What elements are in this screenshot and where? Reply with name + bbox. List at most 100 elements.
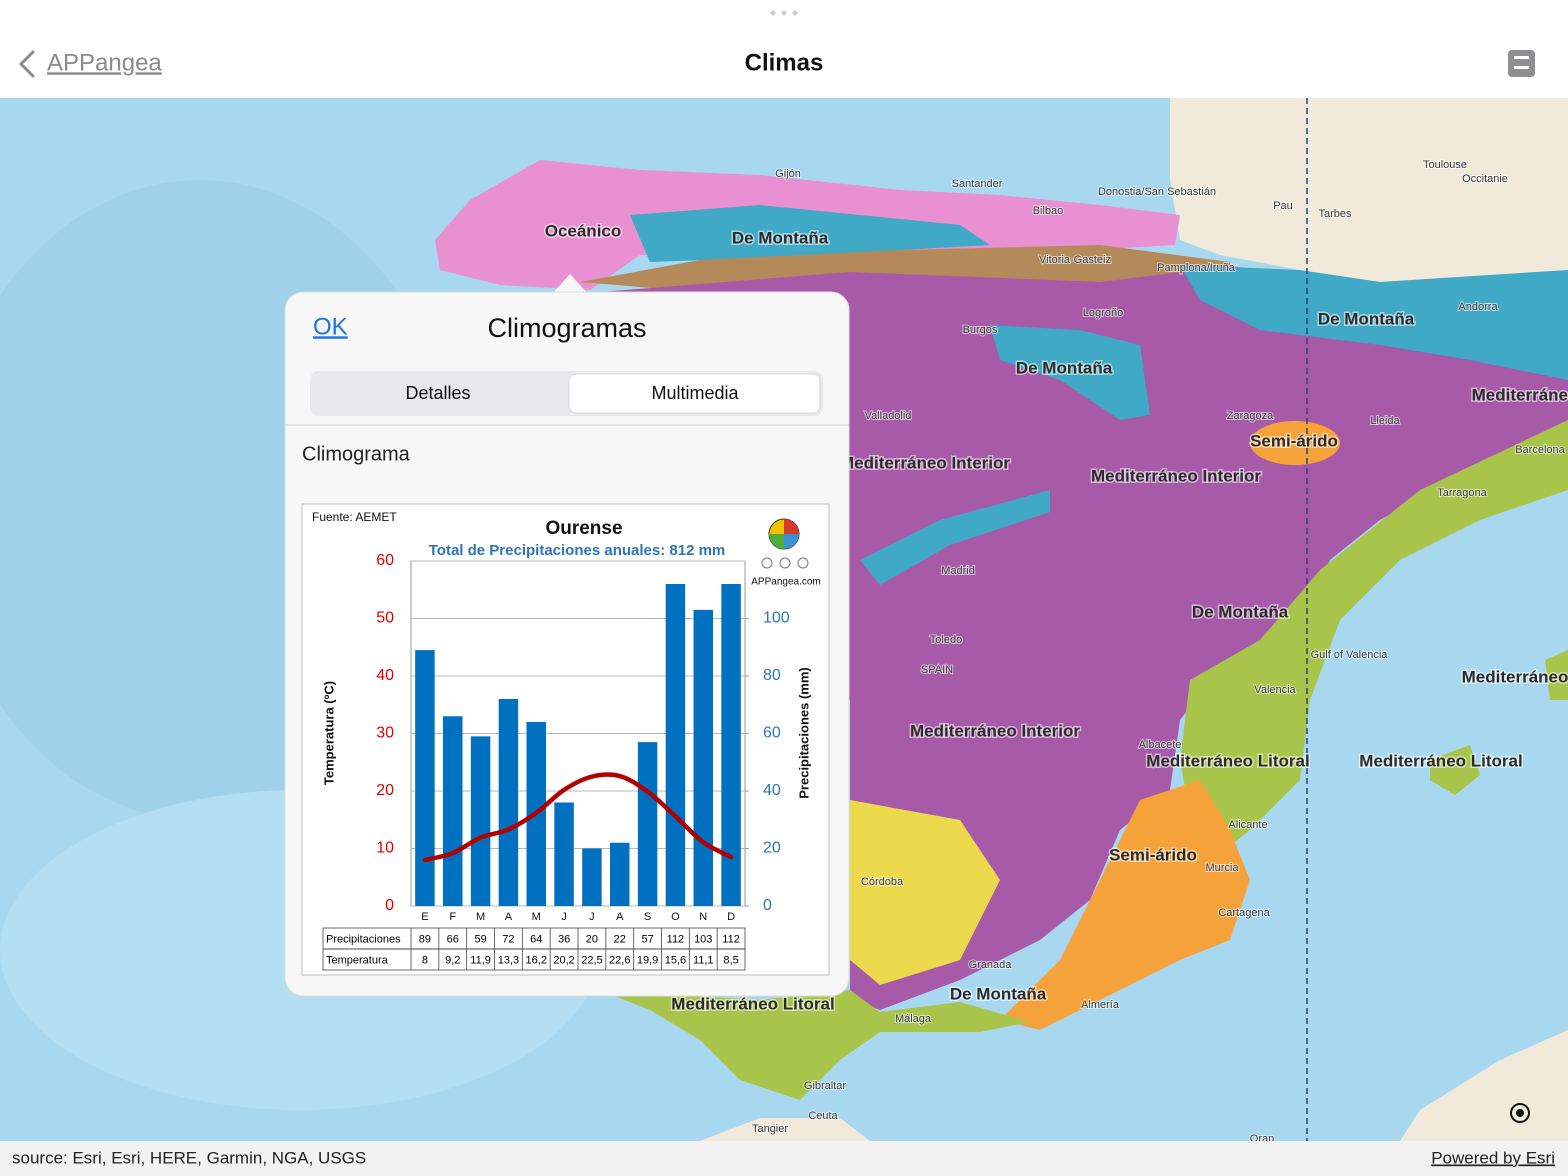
bar xyxy=(554,802,574,906)
dot xyxy=(770,10,776,16)
back-chevron xyxy=(19,50,35,78)
city-label: Vitoria-Gasteiz xyxy=(1039,254,1111,266)
table-cell: 57 xyxy=(641,933,653,945)
zone-mediterraneo-litoral xyxy=(600,990,1030,1100)
y2-tick-label: 80 xyxy=(763,667,781,684)
city-label: Valladolid xyxy=(865,410,912,422)
chart-title: Ourense xyxy=(545,518,622,539)
city-label: Bilbao xyxy=(1033,205,1064,217)
zone-balearic xyxy=(1545,650,1568,700)
zone-montana xyxy=(990,325,1150,420)
region-label: Mediterráneo Litoral xyxy=(671,994,834,1013)
legend-button[interactable] xyxy=(1508,50,1535,77)
city-label: Gijón xyxy=(775,168,801,180)
powered-by[interactable]: Powered by Esri xyxy=(1431,1148,1555,1167)
table-cell: 103 xyxy=(694,933,712,945)
x-tick-label: F xyxy=(449,911,456,923)
table-cell: 64 xyxy=(530,933,542,945)
bar xyxy=(637,742,658,906)
locate-button[interactable] xyxy=(1510,1103,1530,1123)
city-label: Burgos xyxy=(963,324,998,336)
dot xyxy=(792,10,798,16)
y-tick-label: 20 xyxy=(376,782,394,799)
y2-axis-label: Precipitaciones (mm) xyxy=(796,667,811,799)
city-label: Donostia/San Sebastián xyxy=(1098,186,1216,198)
bar xyxy=(582,848,602,906)
bar xyxy=(498,699,519,906)
table-cell: 89 xyxy=(419,933,431,945)
locate-dot xyxy=(1516,1109,1524,1117)
y2-tick-label: 40 xyxy=(763,782,781,799)
table-row-label: Temperatura xyxy=(326,954,389,966)
table-cell: 11,9 xyxy=(470,954,491,966)
cc-icon xyxy=(797,557,809,569)
zone-montana xyxy=(630,205,990,262)
table-cell: 15,6 xyxy=(665,954,686,966)
region-label: De Montaña xyxy=(1016,358,1113,377)
locate-ring xyxy=(1510,1103,1530,1123)
cc-icon xyxy=(761,557,773,569)
logo-piece xyxy=(784,534,799,549)
tab[interactable]: Multimedia xyxy=(651,383,739,403)
y-tick-label: 30 xyxy=(376,725,394,742)
y-tick-label: 60 xyxy=(376,552,394,569)
back-button[interactable]: APPangea xyxy=(19,49,162,78)
region-label: Mediterráneo xyxy=(1462,667,1568,686)
line xyxy=(422,772,734,863)
zone-montana xyxy=(860,490,1050,585)
zone-transition xyxy=(580,245,1230,292)
bar xyxy=(443,716,463,906)
region-label: Semi-árido xyxy=(1109,845,1197,864)
y-tick-label: 10 xyxy=(376,840,394,857)
region-label: Semi-árido xyxy=(1250,431,1338,450)
city-label: Tarbes xyxy=(1318,208,1352,220)
y2-tick-label: 60 xyxy=(763,725,781,742)
ok-button[interactable]: OK xyxy=(313,313,348,340)
city-label: Andorra xyxy=(1458,301,1498,313)
land-france xyxy=(1170,98,1568,300)
bar xyxy=(470,736,491,906)
tab[interactable]: Detalles xyxy=(405,383,470,403)
bar xyxy=(721,584,741,906)
logo xyxy=(761,518,809,569)
table-row xyxy=(322,948,746,971)
table-cell: 19,9 xyxy=(637,954,658,966)
y-tick-label: 40 xyxy=(376,667,394,684)
x-tick-label: S xyxy=(644,911,651,923)
x-tick-label: A xyxy=(616,911,624,923)
legend-icon xyxy=(1508,50,1535,77)
city-label: Tangier xyxy=(752,1123,788,1135)
x-tick-label: O xyxy=(671,911,680,923)
region-label: De Montaña xyxy=(950,984,1047,1003)
city-label: Pamplona/Iruña xyxy=(1157,262,1236,274)
city-label: Ceuta xyxy=(808,1110,838,1122)
zone-subtropical xyxy=(850,800,1000,985)
attribution: source: Esri, Esri, HERE, Garmin, NGA, U… xyxy=(12,1148,366,1167)
city-label: Málaga xyxy=(895,1013,932,1025)
table-cell: 112 xyxy=(667,933,685,945)
climogram: Fuente: AEMET Ourense Total de Precipita… xyxy=(301,503,830,976)
city-label: Murcia xyxy=(1205,862,1239,874)
zone-balearic xyxy=(1430,745,1480,795)
cc-icon xyxy=(779,557,791,569)
watermark: APPangea.com xyxy=(751,577,821,588)
nav-title: Climas xyxy=(745,49,824,76)
popover-title: Climogramas xyxy=(487,313,646,343)
table-cell: 72 xyxy=(502,933,514,945)
table-cell: 22 xyxy=(614,933,626,945)
bar xyxy=(415,650,435,906)
region-label: Mediterráneo Interior xyxy=(1091,466,1261,485)
city-label: Granada xyxy=(969,959,1013,971)
y2-tick-label: 0 xyxy=(763,897,772,914)
y-axis-label: Temperatura (ºC) xyxy=(321,681,336,785)
bar xyxy=(693,609,713,906)
back-label[interactable]: APPangea xyxy=(47,49,162,76)
nav-bar xyxy=(0,0,1568,98)
table-cell: 22,6 xyxy=(609,954,630,966)
section-label: Climograma xyxy=(302,443,411,465)
table-cell: 8 xyxy=(422,954,428,966)
map-labels: Oceánico De Montaña Gijón Santander Donostia… xyxy=(543,158,1568,1146)
x-tick-label: D xyxy=(727,911,735,923)
legend-icon-line xyxy=(1514,66,1529,69)
